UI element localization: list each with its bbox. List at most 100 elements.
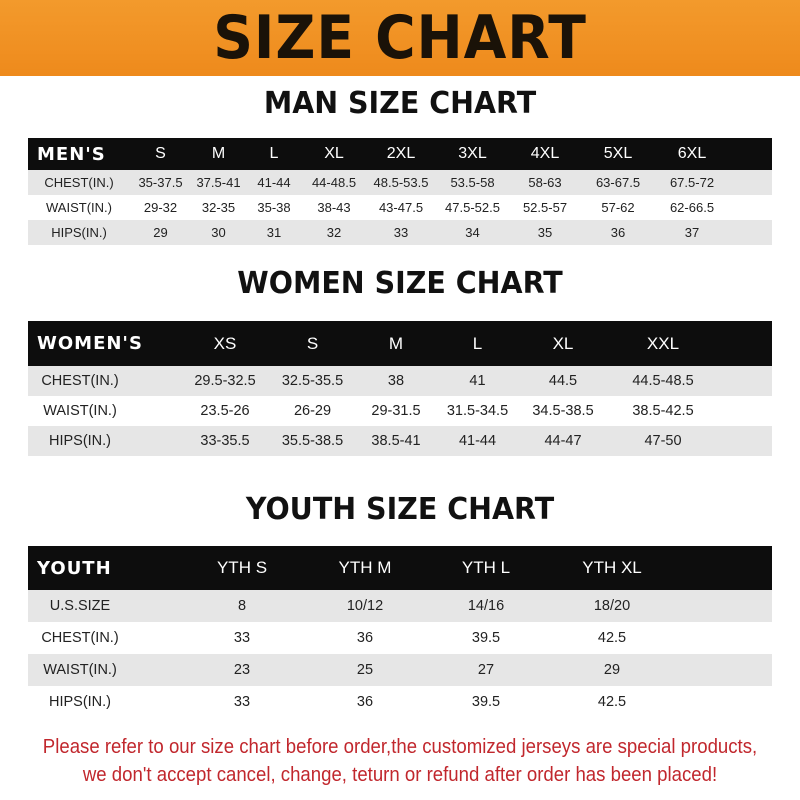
size-header: 4XL [530,145,560,162]
table-cell: 57-62 [601,200,635,215]
table-cell: 33-35.5 [200,433,250,449]
table-cell: 25 [356,662,374,678]
table-cell: 58-63 [528,175,562,190]
table-corner-label: WOMEN'S [37,333,143,354]
table-cell: 41 [469,373,486,389]
order-notice: Please refer to our size chart before or… [0,733,800,789]
table-cell: 47-50 [644,433,682,449]
men-size-table: MEN'S S M L XL 2XL 3XL 4XL 5XL 6XL CHEST(IN.) 35-37… [28,138,772,245]
table-cell: 67.5-72 [669,175,715,190]
table-row: HIPS(IN.) 33 36 39.5 42.5 [28,686,772,718]
size-chart-banner: SIZE CHART [0,0,800,76]
table-cell: 23.5-26 [200,403,250,419]
size-header: YTH L [461,558,511,577]
size-header: YTH XL [582,558,642,577]
table-row: U.S.SIZE 8 10/12 14/16 18/20 [28,590,772,622]
table-cell: 33 [233,694,251,710]
table-cell: 44.5-48.5 [632,373,694,389]
size-header: YTH S [216,558,268,577]
table-row: CHEST(IN.) 29.5-32.5 32.5-35.5 38 41 44.5 44.5… [28,366,772,396]
table-cell: 37.5-41 [196,175,241,190]
table-cell: 29-32 [143,200,178,215]
table-cell: 32.5-35.5 [281,373,344,389]
table-cell: 42.5 [597,630,627,646]
table-cell: 39.5 [471,630,501,646]
table-cell: 38 [387,373,405,389]
table-cell: 8 [237,598,247,614]
table-row: CHEST(IN.) 33 36 39.5 42.5 [28,622,772,654]
table-cell: 38.5-42.5 [632,403,694,419]
table-cell: 23 [233,662,251,678]
size-header: YTH M [338,558,392,577]
table-cell: 44-47 [544,433,582,449]
table-cell: 35-37.5 [138,175,183,190]
notice-line-1: Please refer to our size chart before or… [42,736,758,758]
youth-section-title: YOUTH SIZE CHART [245,492,555,527]
size-header: 6XL [677,145,707,162]
size-header: S [155,145,166,162]
table-cell: 32 [326,225,342,240]
size-header: L [472,333,483,353]
men-section-title: MAN SIZE CHART [263,86,537,121]
size-header: 3XL [458,145,487,162]
table-row: WAIST(IN.) 23.5-26 26-29 29-31.5 31.5-34.5 34… [28,396,772,426]
table-cell: 44.5 [548,373,578,389]
notice-line-2: we don't accept cancel, change, teturn o… [82,764,718,786]
table-cell: 31 [266,225,282,240]
table-cell: 39.5 [471,694,501,710]
table-cell: 32-35 [201,200,236,215]
table-cell: 33 [233,630,251,646]
table-cell: 10/12 [346,598,384,614]
size-header: 5XL [603,145,633,162]
row-label: CHEST(IN.) [44,175,114,190]
row-label: WAIST(IN.) [43,403,117,419]
table-cell: 14/16 [467,598,505,614]
table-cell: 29-31.5 [371,403,421,419]
table-cell: 33 [393,225,409,240]
table-cell: 35.5-38.5 [281,433,344,449]
size-header: 2XL [386,145,416,162]
row-label: U.S.SIZE [49,598,111,614]
size-header: XXL [646,333,680,353]
table-cell: 36 [610,225,626,240]
size-header: XL [324,145,344,162]
table-header-row: MEN'S S M L XL 2XL 3XL 4XL 5XL 6XL [28,138,772,170]
size-header: XS [213,333,237,353]
table-cell: 34.5-38.5 [532,403,594,419]
row-label: WAIST(IN.) [43,662,117,678]
row-label: HIPS(IN.) [51,225,107,240]
table-cell: 35 [537,225,553,240]
size-header: M [388,333,404,353]
table-cell: 27 [477,662,495,678]
table-cell: 36 [356,694,374,710]
size-header: M [211,145,226,162]
table-header-row: WOMEN'S XS S M L XL XXL [28,321,772,366]
table-header-row: YOUTH YTH S YTH M YTH L YTH XL [28,546,772,590]
table-cell: 30 [211,225,226,240]
table-row: WAIST(IN.) 23 25 27 29 [28,654,772,686]
size-header: L [269,145,279,162]
size-header: S [306,333,319,353]
table-row: WAIST(IN.) 29-32 32-35 35-38 38-43 43-47.5 47.… [28,195,772,220]
table-cell: 29 [153,225,168,240]
row-label: HIPS(IN.) [48,694,112,710]
table-row: HIPS(IN.) 33-35.5 35.5-38.5 38.5-41 41-44 44-… [28,426,772,456]
table-corner-label: MEN'S [37,143,106,165]
table-row: HIPS(IN.) 29 30 31 32 33 34 35 36 37 [28,220,772,245]
table-cell: 37 [684,225,700,240]
youth-size-table: YOUTH YTH S YTH M YTH L YTH XL U.S.SIZE 8 10/12… [28,546,772,718]
table-cell: 48.5-53.5 [373,175,429,190]
row-label: WAIST(IN.) [46,200,112,215]
table-cell: 18/20 [593,598,631,614]
row-label: CHEST(IN.) [41,630,119,646]
table-cell: 38-43 [317,200,351,215]
table-cell: 44-48.5 [311,175,357,190]
women-size-table: WOMEN'S XS S M L XL XXL CHEST(IN.) 29.5-32.5 32.5… [28,321,772,456]
table-cell: 42.5 [597,694,627,710]
table-cell: 41-44 [257,175,291,190]
table-cell: 41-44 [458,433,497,449]
table-cell: 34 [465,225,480,240]
table-corner-label: YOUTH [37,557,112,579]
table-cell: 52.5-57 [522,200,568,215]
table-cell: 47.5-52.5 [445,200,500,215]
